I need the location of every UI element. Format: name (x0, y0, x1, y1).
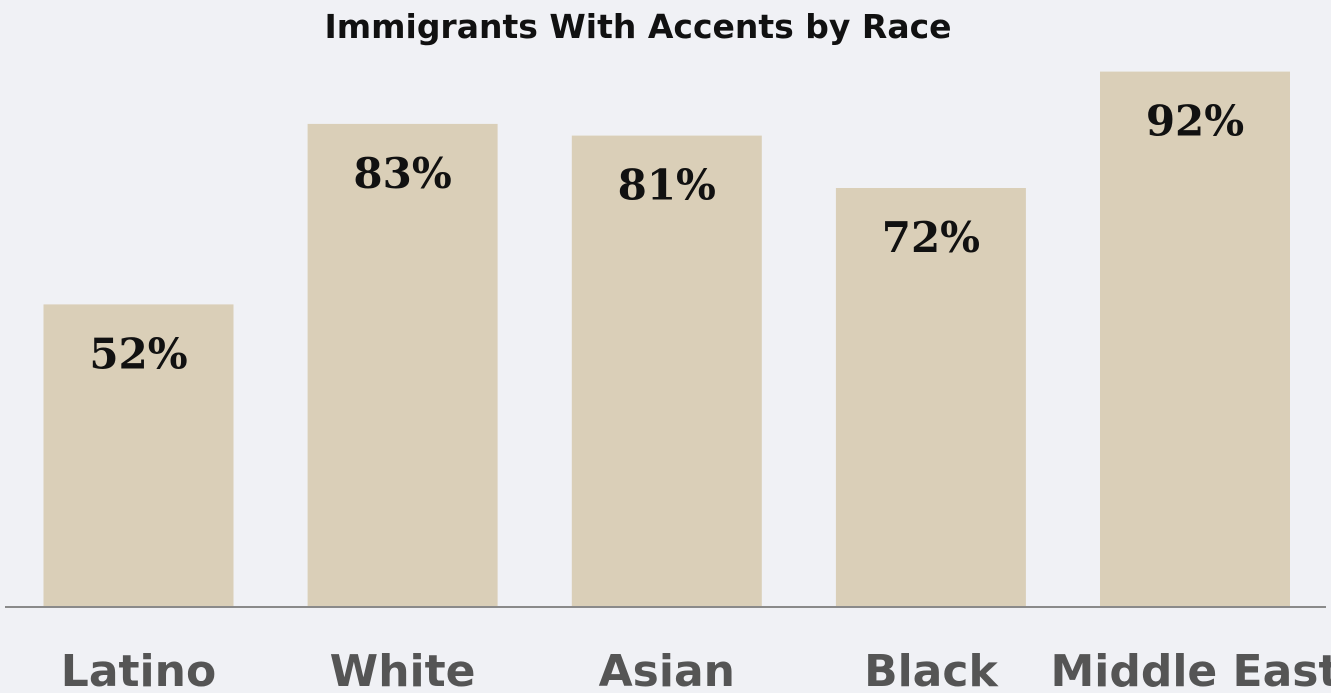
x-tick-label-asian: Asian (599, 646, 735, 693)
value-label-middle-east: 92% (1146, 97, 1244, 146)
value-label-asian: 81% (618, 161, 716, 210)
bar-asian (571, 135, 762, 607)
value-label-latino: 52% (89, 329, 187, 378)
x-tick-label-white: White (330, 646, 476, 693)
bar-black (835, 188, 1026, 607)
value-label-white: 83% (353, 149, 451, 198)
value-label-black: 72% (882, 213, 980, 262)
bar-white (307, 123, 498, 608)
value-labels-group: 52% 83% 81% 72% 92% (89, 97, 1244, 379)
bars-group (43, 71, 1290, 608)
x-tick-label-middle-east: Middle East (1050, 646, 1331, 693)
x-tick-label-latino: Latino (61, 646, 216, 693)
x-tick-label-black: Black (864, 646, 999, 693)
x-tick-labels-group: Latino White Asian Black Middle East (61, 646, 1331, 693)
bar-latino (43, 304, 234, 607)
bar-middle-east (1100, 71, 1290, 608)
chart-title: Immigrants With Accents by Race (324, 7, 951, 46)
